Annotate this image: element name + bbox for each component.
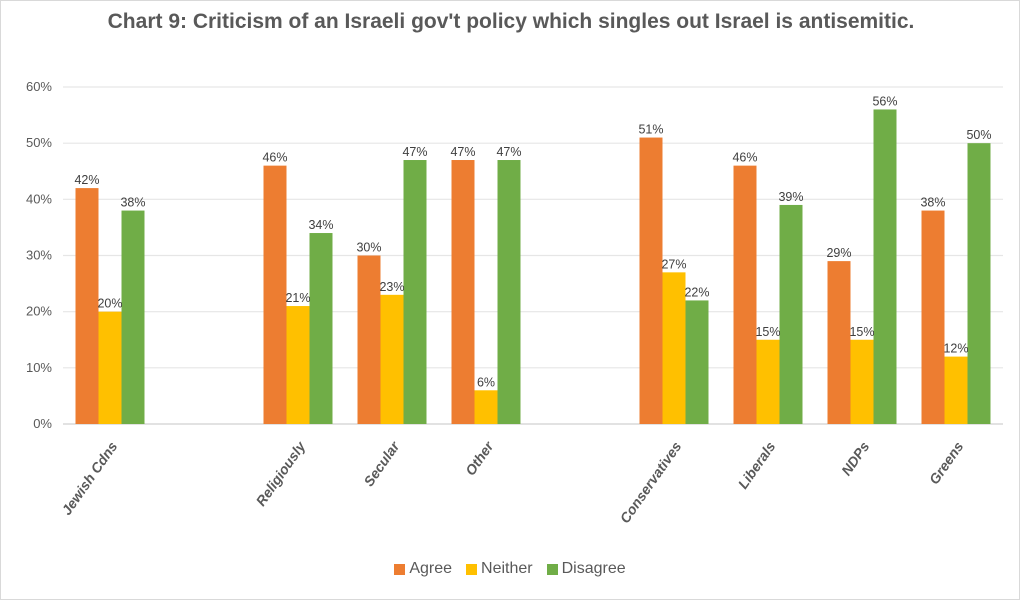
data-label: 47% [402, 145, 427, 159]
data-label: 15% [755, 325, 780, 339]
y-tick-label: 60% [26, 79, 52, 94]
bar-disagree [685, 300, 709, 424]
data-label: 30% [356, 241, 381, 255]
bar-agree [263, 165, 287, 424]
x-tick-label: Jewish Cdns [58, 438, 120, 517]
bar-agree [451, 160, 475, 424]
x-tick-label: Other [462, 437, 497, 478]
data-label: 12% [943, 342, 968, 356]
bar-neither [98, 311, 122, 424]
legend-swatch [546, 563, 558, 575]
x-axis: Jewish Cdns Religiously Secular Other Conser… [58, 437, 966, 526]
bar-neither [474, 390, 498, 424]
data-label: 56% [872, 94, 897, 108]
data-label: 29% [826, 246, 851, 260]
x-tick-label: Greens [926, 438, 967, 487]
legend-item-disagree: Disagree [546, 560, 626, 578]
legend-label: Neither [481, 560, 533, 577]
data-label: 34% [308, 218, 333, 232]
y-tick-label: 40% [26, 191, 52, 206]
bar-neither [662, 272, 686, 424]
data-labels: 42% 20% 38% 46% 21% 34% 30% 23% 47% 47% 6% 47% 51% 27… [74, 94, 991, 389]
data-label: 46% [732, 151, 757, 165]
x-tick-label: NDPs [838, 438, 873, 478]
data-label: 21% [285, 291, 310, 305]
bar-disagree [497, 160, 521, 424]
bars [75, 109, 991, 425]
y-tick-label: 0% [33, 416, 52, 431]
data-label: 22% [684, 285, 709, 299]
bar-agree [639, 137, 663, 425]
x-tick-label: Liberals [735, 438, 779, 491]
bar-agree [827, 261, 851, 424]
bar-disagree [779, 204, 803, 424]
bar-disagree [121, 210, 145, 424]
y-tick-label: 50% [26, 135, 52, 150]
data-label: 23% [379, 280, 404, 294]
chart-title: Chart 9: Criticism of an Israeli gov't p… [107, 10, 915, 33]
bar-neither [286, 306, 310, 424]
bar-disagree [309, 233, 333, 424]
data-label: 20% [97, 297, 122, 311]
bar-agree [921, 210, 945, 424]
legend-label: Disagree [561, 560, 626, 577]
legend-label: Agree [409, 560, 453, 577]
data-label: 15% [849, 325, 874, 339]
legend-swatch [466, 563, 478, 575]
data-label: 47% [496, 145, 521, 159]
data-label: 51% [638, 123, 663, 137]
data-label: 42% [74, 173, 99, 187]
bar-disagree [403, 160, 427, 424]
data-label: 47% [450, 145, 475, 159]
data-label: 6% [477, 375, 495, 389]
bar-agree [75, 188, 99, 424]
data-label: 39% [778, 190, 803, 204]
bar-neither [944, 356, 968, 424]
y-tick-label: 10% [26, 360, 52, 375]
data-label: 38% [120, 196, 145, 210]
bar-neither [756, 339, 780, 424]
bar-agree [357, 255, 381, 424]
bar-agree [733, 165, 757, 424]
legend-swatch [394, 563, 406, 575]
bar-neither [380, 294, 404, 424]
legend-item-agree: Agree [394, 560, 452, 578]
data-label: 46% [262, 151, 287, 165]
data-label: 50% [966, 128, 991, 142]
y-tick-label: 20% [26, 304, 52, 319]
x-tick-label: Secular [360, 437, 403, 489]
x-tick-label: Religiously [253, 438, 310, 509]
y-tick-label: 30% [26, 248, 52, 263]
data-label: 27% [661, 257, 686, 271]
y-axis: 0% 10% 20% 30% 40% 50% 60% [26, 79, 52, 431]
bar-neither [850, 339, 874, 424]
x-tick-label: Conservatives [616, 438, 684, 526]
data-label: 38% [920, 196, 945, 210]
legend: Agree Neither Disagree [0, 560, 1020, 578]
bar-disagree [873, 109, 897, 424]
legend-item-neither: Neither [466, 560, 533, 578]
bar-disagree [967, 143, 991, 424]
